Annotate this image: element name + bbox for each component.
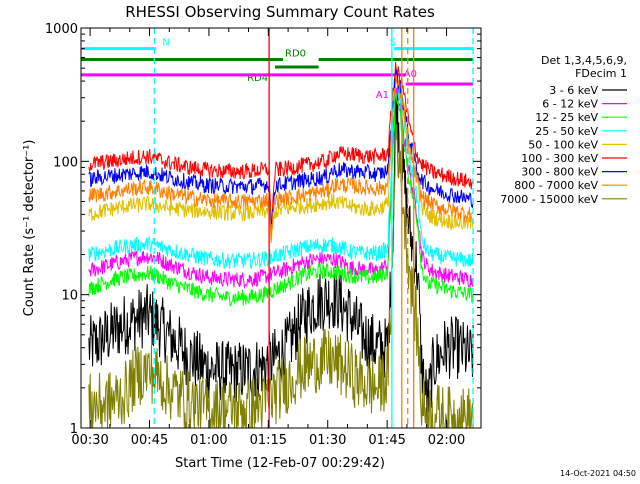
timestamp: 14-Oct-2021 04:50 (560, 469, 636, 478)
x-tick-label-6: 02:00 (428, 433, 465, 448)
x-tick-label-3: 01:15 (250, 433, 287, 448)
y-tick-label-1: 10 (61, 289, 78, 304)
legend-label-6: 300 - 800 keV (521, 166, 598, 179)
y-tick-label-3: 1000 (45, 22, 78, 37)
legend-header-1: FDecim 1 (575, 67, 627, 80)
series-line-4 (88, 70, 474, 242)
x-tick-label-4: 01:30 (309, 433, 346, 448)
annotation-label-5: A1 (376, 90, 389, 101)
annotation-label-0: N (162, 38, 169, 49)
y-axis-label: Count Rate (s⁻¹ detector⁻¹) (22, 140, 37, 317)
legend-label-3: 25 - 50 keV (535, 125, 598, 138)
series-line-7 (88, 74, 474, 243)
series-line-3 (88, 68, 474, 270)
y-tick-label-2: 100 (53, 155, 78, 170)
series-line-5 (88, 61, 474, 237)
series-lines (88, 61, 474, 430)
plot-axes: 00:30 00:45 01:00 01:15 01:30 01:45 02:00 1 10 10… (45, 22, 482, 448)
y-tick-label-0: 1 (70, 422, 78, 437)
annotation-label-4: A0 (404, 69, 417, 80)
x-tick-label-0: 00:30 (71, 433, 108, 448)
legend-label-2: 12 - 25 keV (535, 111, 598, 124)
legend-label-4: 50 - 100 keV (528, 138, 598, 151)
series-line-8 (88, 123, 474, 430)
vertical-markers (153, 28, 474, 428)
legend-label-7: 800 - 7000 keV (514, 179, 598, 192)
legend-label-1: 6 - 12 keV (542, 98, 598, 111)
legend-label-0: 3 - 6 keV (549, 84, 598, 97)
x-tick-label-5: 01:45 (368, 433, 405, 448)
x-axis-label: Start Time (12-Feb-07 00:29:42) (175, 456, 385, 471)
x-tick-label-2: 01:00 (190, 433, 227, 448)
annotation-bars: N S RD0 RD4 A0 A1 (81, 38, 474, 101)
legend-label-5: 100 - 300 keV (521, 152, 598, 165)
x-tick-label-1: 00:45 (131, 433, 168, 448)
chart-title: RHESSI Observing Summary Count Rates (125, 3, 435, 21)
annotation-label-1: S (390, 38, 396, 49)
legend-label-8: 7000 - 15000 keV (500, 193, 598, 206)
series-line-2 (88, 92, 474, 307)
annotation-label-2: RD0 (285, 49, 306, 60)
series-line-1 (88, 87, 474, 290)
annotation-label-3: RD4 (247, 73, 268, 84)
plot-frame (80, 27, 482, 429)
legend-header-0: Det 1,3,4,5,6,9, (541, 54, 627, 67)
